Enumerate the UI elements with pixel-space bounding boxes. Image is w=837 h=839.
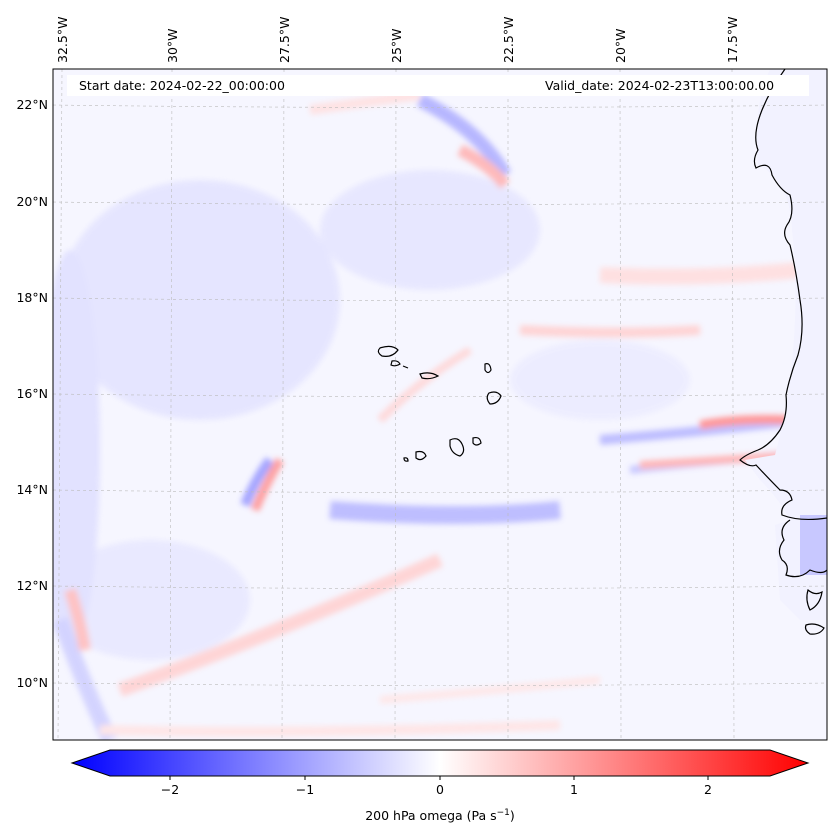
colorbar-label-exponent: −1 <box>496 808 510 818</box>
valid-date-label: Valid_date: 2024-02-23T13:00:00.00 <box>545 78 775 93</box>
lon-label: 25°W <box>389 28 404 63</box>
colorbar-tick-label: −1 <box>295 782 315 797</box>
coastlines <box>377 69 827 635</box>
lon-label: 30°W <box>165 28 180 63</box>
start-date-label: Start date: 2024-02-22_00:00:00 <box>79 78 285 93</box>
lat-label: 16°N <box>16 386 48 401</box>
lon-label: 17.5°W <box>725 16 740 63</box>
lon-label: 22.5°W <box>501 16 516 63</box>
lat-label: 12°N <box>16 578 48 593</box>
colorbar-label-suffix: ) <box>509 808 515 824</box>
header-band <box>67 75 809 96</box>
lat-label: 22°N <box>16 97 48 112</box>
lon-label: 20°W <box>613 28 628 63</box>
lon-label: 32.5°W <box>55 16 70 63</box>
omega-field <box>53 69 827 740</box>
colorbar-tick-label: −2 <box>160 782 180 797</box>
map-frame <box>52 68 828 741</box>
lat-label: 14°N <box>16 482 48 497</box>
colorbar-tick-label: 0 <box>436 782 444 797</box>
lat-label: 18°N <box>16 290 48 305</box>
colorbar-label-text: 200 hPa omega (Pa s <box>365 808 497 824</box>
colorbar-tick-label: 1 <box>570 782 578 797</box>
colorbar-label: 200 hPa omega (Pa s−1) <box>365 808 515 823</box>
colorbar <box>70 749 810 780</box>
lon-label: 27.5°W <box>277 16 292 63</box>
lat-label: 20°N <box>16 194 48 209</box>
colorbar-tick-label: 2 <box>704 782 712 797</box>
graticule <box>53 69 827 740</box>
lat-label: 10°N <box>16 675 48 690</box>
